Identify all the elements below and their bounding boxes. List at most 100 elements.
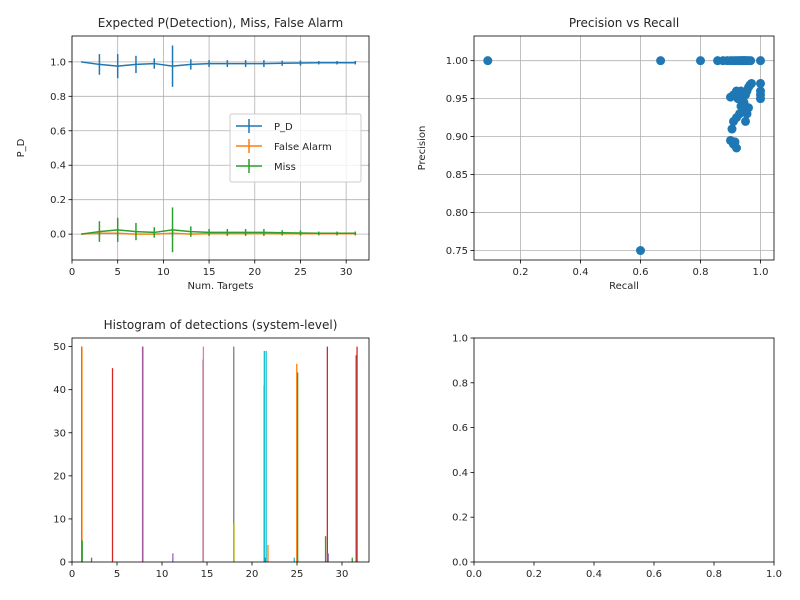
- y-tick-label: 30: [53, 428, 66, 439]
- scatter-point: [732, 86, 741, 96]
- y-tick-label: 0.6: [50, 126, 66, 137]
- y-tick-label: 50: [53, 342, 66, 353]
- y-axis-label: Precision: [417, 126, 428, 171]
- x-tick-label: 1.0: [766, 569, 782, 580]
- x-tick-label: 0.6: [633, 267, 649, 278]
- x-tick-label: 20: [248, 267, 261, 278]
- x-tick-label: 0.2: [526, 569, 542, 580]
- scatter-point: [696, 56, 705, 66]
- y-axis-label: P_D: [16, 138, 27, 157]
- scatter-point: [656, 56, 666, 66]
- x-tick-label: 15: [203, 267, 216, 278]
- x-tick-label: 0.4: [573, 267, 589, 278]
- scatter-point: [727, 124, 737, 134]
- scatter-point: [756, 56, 765, 66]
- x-tick-label: 0: [69, 267, 75, 278]
- histogram-bar: [356, 346, 358, 562]
- histogram-bar: [142, 346, 144, 562]
- histogram-bar: [90, 557, 93, 562]
- scatter-point: [756, 78, 765, 88]
- x-tick-label: 1.0: [753, 267, 769, 278]
- x-tick-label: 5: [115, 267, 121, 278]
- x-tick-label: 0.4: [586, 569, 602, 580]
- x-tick-label: 30: [340, 267, 353, 278]
- x-tick-label: 0.2: [513, 267, 529, 278]
- histogram-bar: [172, 553, 174, 562]
- histogram-bar: [296, 363, 298, 562]
- y-tick-label: 0.95: [446, 94, 468, 105]
- histogram-bar: [81, 346, 83, 562]
- y-tick-label: 1.00: [446, 56, 468, 67]
- y-tick-label: 0.4: [452, 468, 468, 479]
- histogram-bar: [297, 372, 299, 562]
- detections-histogram: 0 5 10 15 20 25 30 0 10 20 30 40 50 Histogram of dete…: [53, 318, 370, 580]
- histogram-bar: [355, 355, 357, 562]
- axes-frame: [71, 35, 370, 261]
- x-tick-label: 15: [201, 569, 214, 580]
- x-tick-label: 0.0: [466, 569, 482, 580]
- y-tick-label: 0.2: [50, 195, 66, 206]
- histogram-bar: [265, 350, 267, 562]
- y-tick-label: 40: [53, 385, 66, 396]
- x-tick-label: 0.8: [693, 267, 709, 278]
- scatter-point: [746, 56, 756, 66]
- histogram-bar: [202, 346, 205, 562]
- chart-title: Histogram of detections (system-level): [104, 318, 338, 332]
- y-tick-label: 0.75: [446, 246, 468, 257]
- y-tick-label: 0.85: [446, 170, 468, 181]
- y-tick-label: 0.0: [452, 558, 468, 569]
- y-tick-label: 0.4: [50, 161, 66, 172]
- y-tick-label: 20: [53, 471, 66, 482]
- axes-frame: [473, 35, 775, 261]
- histogram-bar: [351, 557, 353, 562]
- x-axis-label: Num. Targets: [187, 281, 253, 292]
- legend-label: False Alarm: [274, 142, 332, 153]
- y-tick-label: 0: [60, 558, 66, 569]
- precision-recall-plot: 0.2 0.4 0.6 0.8 1.0 0.75 0.80 0.85 0.90 0.95 1.00 P…: [417, 16, 775, 292]
- y-tick-label: 0.8: [452, 378, 468, 389]
- series-line-p-d: [81, 61, 356, 67]
- histogram-bar: [293, 557, 295, 562]
- histogram-bar: [233, 523, 235, 562]
- histogram-bar: [233, 346, 235, 562]
- histogram-bar: [326, 346, 328, 562]
- scatter-point: [636, 246, 645, 256]
- y-tick-label: 1.0: [452, 334, 468, 345]
- y-tick-label: 0.8: [50, 92, 66, 103]
- empty-axes: 0.0 0.2 0.4 0.6 0.8 1.0 0.0 0.2 0.4 0.6 0.8 1.0: [452, 334, 782, 581]
- axes-frame: [473, 337, 775, 563]
- y-tick-label: 0.90: [446, 132, 468, 143]
- histogram-bar: [267, 544, 269, 562]
- scatter-point: [744, 103, 753, 113]
- scatter-point: [730, 137, 740, 147]
- legend-label: P_D: [274, 122, 293, 133]
- legend-label: Miss: [274, 162, 296, 173]
- chart-title: Expected P(Detection), Miss, False Alarm: [98, 16, 343, 30]
- histogram-bar: [264, 557, 266, 562]
- scatter-point: [741, 116, 750, 126]
- histogram-bar: [111, 368, 114, 562]
- histogram-bar: [327, 553, 329, 562]
- scatter-point: [756, 90, 765, 100]
- histogram-bar: [324, 536, 327, 562]
- histogram-bar: [81, 540, 83, 562]
- x-tick-label: 10: [156, 569, 169, 580]
- y-tick-label: 1.0: [50, 57, 66, 68]
- y-tick-label: 0.0: [50, 230, 66, 241]
- x-tick-label: 5: [114, 569, 120, 580]
- x-tick-label: 25: [291, 569, 304, 580]
- x-tick-label: 10: [157, 267, 170, 278]
- x-axis-label: Recall: [609, 281, 639, 292]
- y-tick-label: 0.80: [446, 208, 468, 219]
- x-tick-label: 0: [69, 569, 75, 580]
- chart-title: Precision vs Recall: [569, 16, 679, 30]
- scatter-point: [747, 78, 756, 88]
- x-tick-label: 20: [246, 569, 259, 580]
- legend-box: [229, 113, 362, 183]
- histogram-bar: [263, 350, 265, 562]
- x-tick-label: 0.8: [706, 569, 722, 580]
- y-tick-label: 10: [53, 514, 66, 525]
- axes-frame: [71, 337, 370, 563]
- scatter-point: [483, 56, 493, 66]
